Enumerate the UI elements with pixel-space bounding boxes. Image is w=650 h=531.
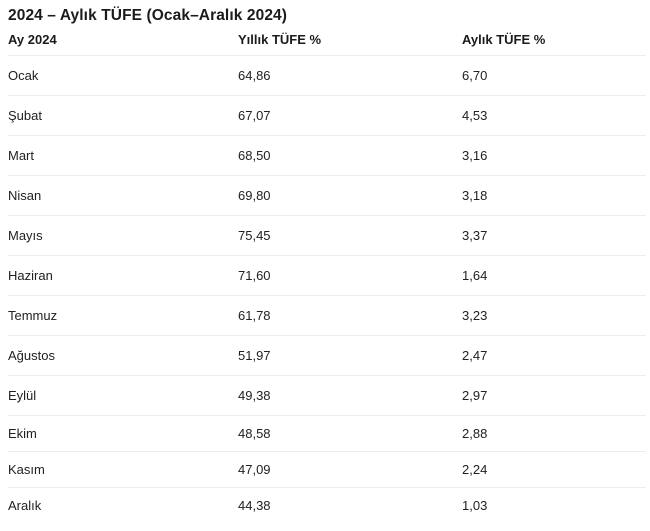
yillik-tufe-cell: 75,45: [238, 215, 462, 256]
month-cell: Ocak: [8, 55, 238, 96]
yillik-tufe-cell: 61,78: [238, 295, 462, 336]
month-cell: Ekim: [8, 415, 238, 452]
aylik-tufe-cell: 2,97: [462, 375, 646, 416]
yillik-tufe-cell: 47,09: [238, 451, 462, 488]
month-cell: Temmuz: [8, 295, 238, 336]
yillik-tufe-cell: 71,60: [238, 255, 462, 296]
tufe-table: Ay 2024 Yıllık TÜFE % Aylık TÜFE % Ocak 6…: [8, 26, 646, 523]
table-row: Ekim 48,58 2,88: [8, 415, 646, 452]
aylik-tufe-cell: 6,70: [462, 55, 646, 96]
month-cell: Ağustos: [8, 335, 238, 376]
aylik-tufe-cell: 3,16: [462, 135, 646, 176]
aylik-tufe-cell: 2,24: [462, 451, 646, 488]
table-row: Haziran 71,60 1,64: [8, 255, 646, 296]
table-row: Ağustos 51,97 2,47: [8, 335, 646, 376]
table-row: Ocak 64,86 6,70: [8, 55, 646, 96]
month-cell: Mart: [8, 135, 238, 176]
column-header-month: Ay 2024: [8, 26, 238, 56]
aylik-tufe-cell: 3,23: [462, 295, 646, 336]
month-cell: Haziran: [8, 255, 238, 296]
yillik-tufe-cell: 51,97: [238, 335, 462, 376]
column-header-aylik: Aylık TÜFE %: [462, 26, 646, 56]
aylik-tufe-cell: 1,03: [462, 497, 488, 513]
aylik-tufe-cell: 2,88: [462, 415, 646, 452]
yillik-tufe-cell: 67,07: [238, 95, 462, 136]
table-row: Mayıs 75,45 3,37: [8, 215, 646, 256]
yillik-tufe-cell: 68,50: [238, 135, 462, 176]
aylik-tufe-cell: 3,18: [462, 175, 646, 216]
page-title: 2024 – Aylık TÜFE (Ocak–Aralık 2024): [8, 7, 288, 24]
aylik-tufe-cell: 2,47: [462, 335, 646, 376]
month-cell: Nisan: [8, 175, 238, 216]
table-row: Aralık 44,38 1,03: [8, 487, 646, 523]
table-row: Kasım 47,09 2,24: [8, 451, 646, 488]
yillik-tufe-cell: 44,38: [238, 497, 271, 513]
table-row: Eylül 49,38 2,97: [8, 375, 646, 416]
yillik-tufe-cell: 64,86: [238, 55, 462, 96]
table-row: Şubat 67,07 4,53: [8, 95, 646, 136]
aylik-tufe-cell: 3,37: [462, 215, 646, 256]
yillik-tufe-cell: 49,38: [238, 375, 462, 416]
table-row: Temmuz 61,78 3,23: [8, 295, 646, 336]
month-cell: Aralık: [8, 497, 42, 513]
header-row: Ay 2024 Yıllık TÜFE % Aylık TÜFE %: [8, 26, 646, 56]
table-row: Nisan 69,80 3,18: [8, 175, 646, 216]
yillik-tufe-cell: 48,58: [238, 415, 462, 452]
column-header-yillik: Yıllık TÜFE %: [238, 26, 462, 56]
month-cell: Kasım: [8, 451, 238, 488]
month-cell: Eylül: [8, 375, 238, 416]
yillik-tufe-cell: 69,80: [238, 175, 462, 216]
aylik-tufe-cell: 4,53: [462, 95, 646, 136]
table-row: Mart 68,50 3,16: [8, 135, 646, 176]
month-cell: Şubat: [8, 95, 238, 136]
month-cell: Mayıs: [8, 215, 238, 256]
aylik-tufe-cell: 1,64: [462, 255, 646, 296]
